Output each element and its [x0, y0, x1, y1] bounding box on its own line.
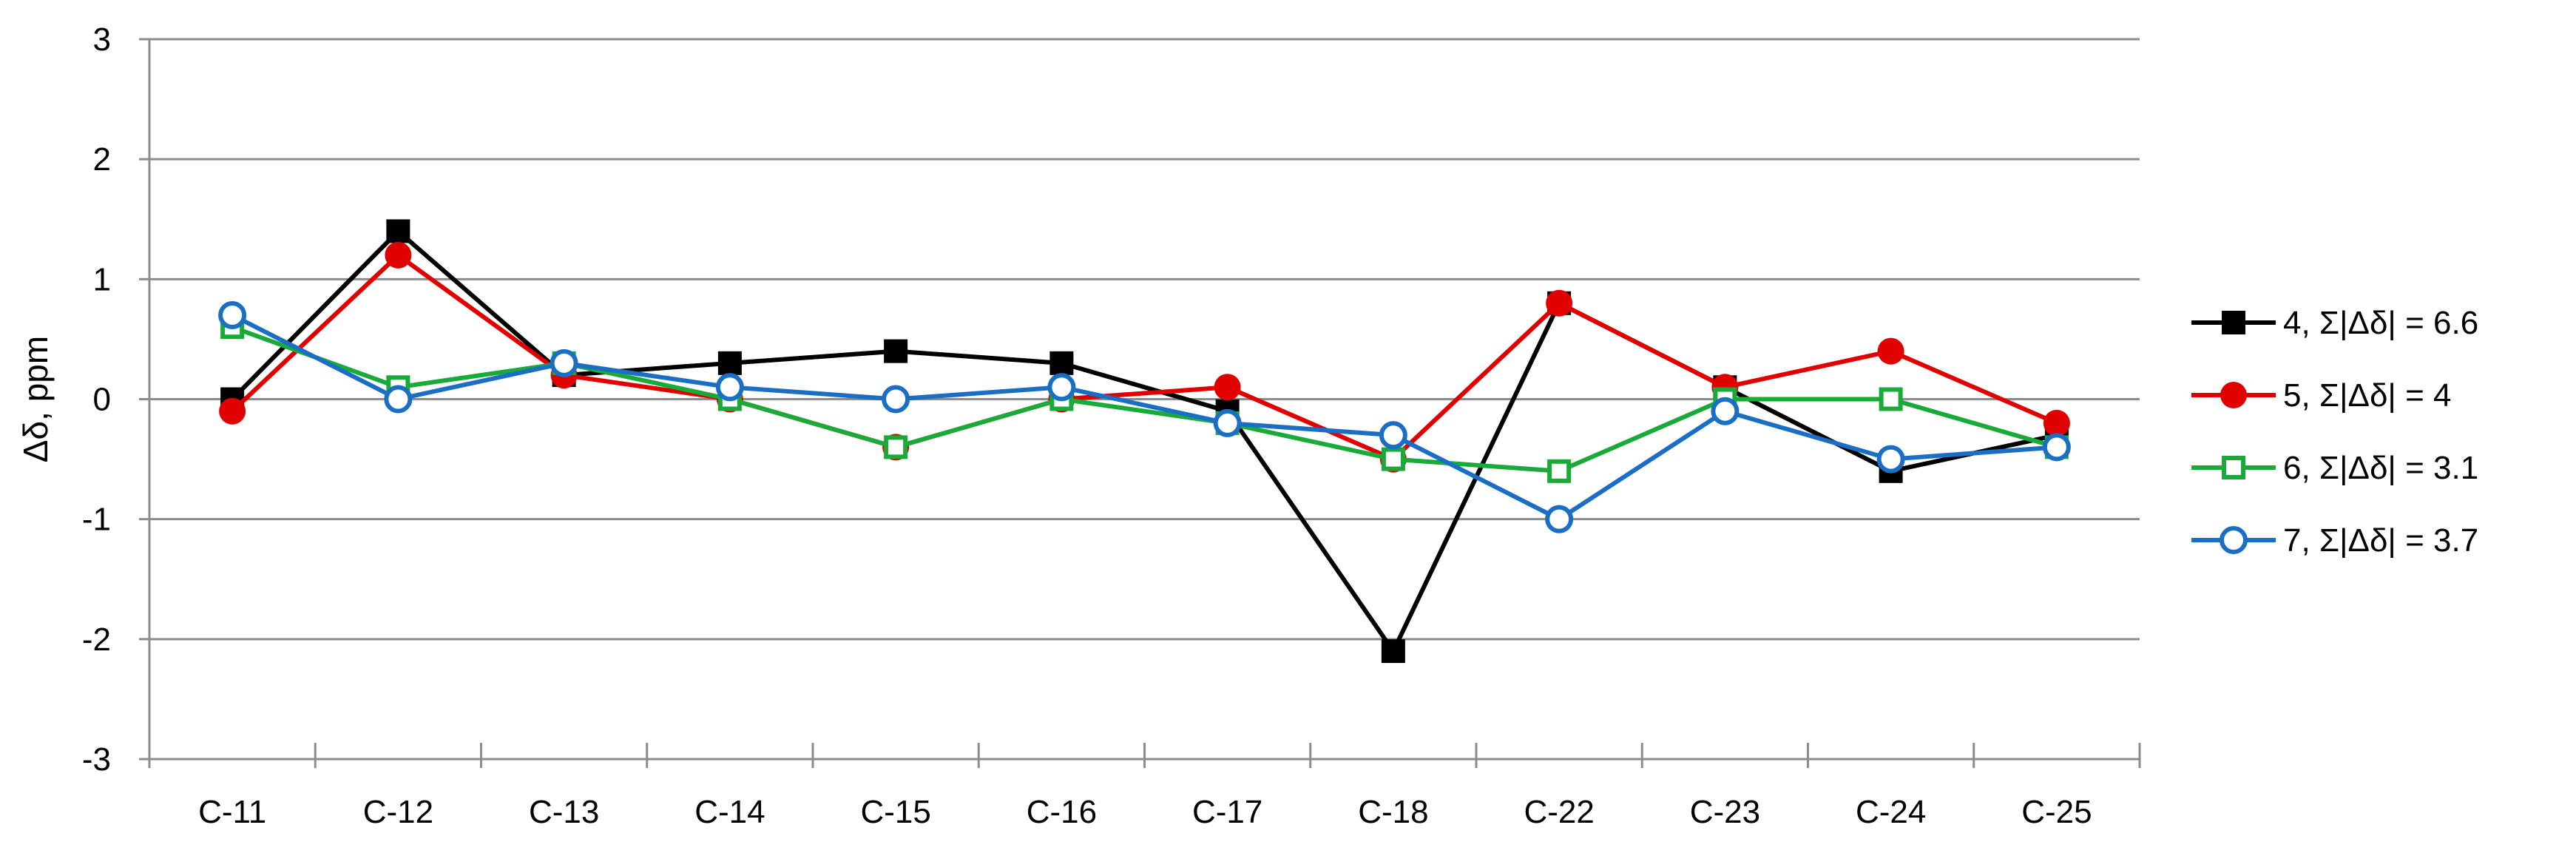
x-tick-label: C-16	[1027, 794, 1097, 830]
data-point	[1379, 421, 1407, 450]
series-4	[218, 300, 2071, 533]
y-tick-label: -1	[82, 502, 111, 538]
data-point	[1381, 639, 1405, 664]
x-tick-label: C-13	[529, 794, 599, 830]
data-point	[1547, 459, 1572, 483]
x-tick-label: C-17	[1192, 794, 1262, 830]
legend-item: 5, Σ|Δδ| = 4	[2191, 377, 2451, 414]
series-line	[231, 313, 2058, 522]
y-tick-label: 1	[93, 261, 111, 297]
legend-item: 4, Σ|Δδ| = 6.6	[2191, 305, 2478, 341]
data-point	[882, 385, 910, 414]
data-point	[1213, 408, 1242, 437]
x-tick-label: C-15	[860, 794, 930, 830]
x-tick-labels: C-11 C-12 C-13 C-14 C-15 C-16 C-17 C-18 C-22 C-23…	[198, 794, 2092, 830]
legend-label: 4, Σ|Δδ| = 6.6	[2283, 305, 2478, 341]
data-point	[384, 385, 413, 414]
x-tick-label: C-23	[1690, 794, 1760, 830]
x-tick-label: C-25	[2021, 794, 2092, 830]
x-axis	[139, 38, 2141, 768]
y-tick-label: 0	[93, 382, 111, 418]
data-point	[1047, 373, 1076, 402]
data-point	[550, 348, 578, 377]
data-point	[2042, 433, 2071, 462]
x-tick-label: C-11	[198, 794, 266, 830]
data-point	[385, 241, 412, 269]
data-point	[2222, 456, 2245, 479]
y-tick-label: 3	[93, 21, 111, 58]
series-group	[218, 219, 2071, 664]
data-point	[1381, 447, 1405, 471]
series-2	[219, 241, 2070, 473]
data-point	[884, 435, 908, 459]
data-point	[1876, 445, 1905, 474]
data-point	[1214, 374, 1241, 401]
data-point	[884, 339, 908, 363]
legend: 4, Σ|Δδ| = 6.6 5, Σ|Δδ| = 4 6, Σ|Δδ| = 3.1…	[2191, 305, 2478, 559]
data-point	[1877, 337, 1904, 365]
y-axis-title: Δδ, ppm	[16, 336, 55, 462]
data-point	[717, 351, 742, 375]
data-point	[2043, 409, 2070, 437]
x-tick-label: C-12	[363, 794, 433, 830]
data-point	[2222, 311, 2245, 334]
legend-label: 7, Σ|Δδ| = 3.7	[2283, 522, 2478, 559]
x-tick-label: C-24	[1856, 794, 1926, 830]
y-tick-label: -3	[82, 741, 111, 778]
data-point	[1545, 505, 1574, 533]
x-tick-label: C-14	[694, 794, 765, 830]
series-line	[231, 252, 2058, 462]
y-tick-label: 2	[93, 141, 111, 178]
x-tick-label: C-22	[1524, 794, 1594, 830]
data-point	[1546, 289, 1573, 317]
data-point	[2220, 382, 2247, 408]
series-1	[220, 219, 2069, 664]
legend-label: 6, Σ|Δδ| = 3.1	[2283, 450, 2478, 486]
data-point	[715, 373, 744, 402]
legend-label: 5, Σ|Δδ| = 4	[2283, 377, 2451, 414]
data-point	[386, 219, 410, 243]
y-tick-label: -2	[82, 621, 111, 658]
data-point	[219, 397, 246, 425]
data-point	[1049, 351, 1074, 375]
legend-item: 7, Σ|Δδ| = 3.7	[2191, 522, 2478, 559]
y-tick-labels: 3 2 1 0 -1 -2 -3	[82, 21, 111, 778]
data-point	[218, 300, 247, 329]
data-point	[1711, 397, 1740, 425]
legend-item: 6, Σ|Δδ| = 3.1	[2191, 450, 2478, 486]
x-tick-label: C-18	[1358, 794, 1428, 830]
data-point	[1879, 387, 1903, 411]
series-line	[230, 229, 2058, 654]
data-point	[2220, 526, 2248, 554]
